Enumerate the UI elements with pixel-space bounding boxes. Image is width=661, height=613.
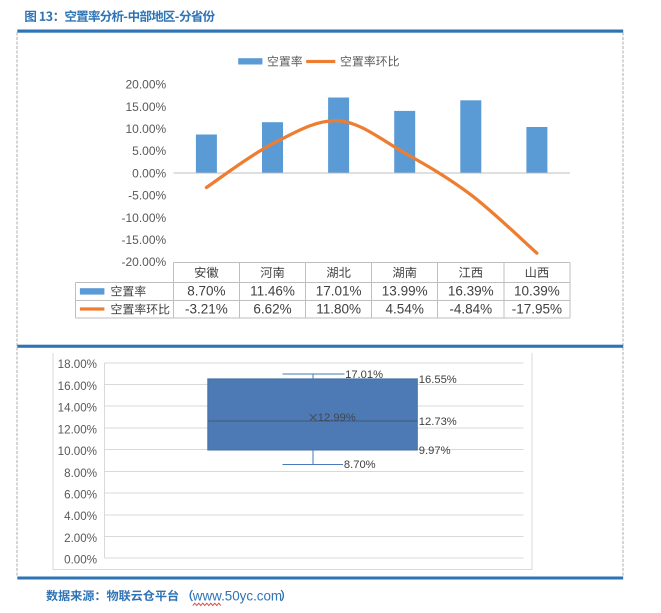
svg-text:5.00%: 5.00% [132,144,166,158]
svg-text:-4.84%: -4.84% [449,301,492,316]
svg-text:2.00%: 2.00% [64,532,97,545]
svg-text:4.00%: 4.00% [64,510,97,523]
svg-text:16.00%: 16.00% [58,380,97,393]
svg-text:-17.95%: -17.95% [512,301,562,316]
svg-text:-20.00%: -20.00% [121,255,166,269]
svg-text:9.97%: 9.97% [419,445,451,457]
svg-text:17.01%: 17.01% [345,369,383,381]
svg-text:14.00%: 14.00% [58,402,97,415]
svg-text:10.00%: 10.00% [125,122,166,136]
svg-text:10.39%: 10.39% [514,283,560,298]
svg-text:6.62%: 6.62% [253,301,291,316]
svg-text:11.80%: 11.80% [316,301,361,316]
svg-text:10.00%: 10.00% [58,445,97,458]
svg-text:6.00%: 6.00% [64,489,97,502]
svg-text:-3.21%: -3.21% [185,301,228,316]
svg-text:-10.00%: -10.00% [121,211,166,225]
svg-text:16.55%: 16.55% [419,374,457,386]
svg-text:8.70%: 8.70% [187,283,225,298]
svg-text:8.70%: 8.70% [344,459,376,471]
svg-text:www.50yc.com: www.50yc.com [192,588,282,603]
svg-text:15.00%: 15.00% [125,100,166,114]
svg-text:16.39%: 16.39% [448,283,494,298]
svg-text:20.00%: 20.00% [125,78,166,92]
svg-text:8.00%: 8.00% [64,467,97,480]
svg-text:4.54%: 4.54% [386,301,424,316]
svg-text:18.00%: 18.00% [58,358,97,371]
svg-text:-5.00%: -5.00% [128,189,166,203]
svg-text:0.00%: 0.00% [132,166,166,180]
svg-text:13.99%: 13.99% [382,283,428,298]
svg-text:11.46%: 11.46% [250,283,295,298]
svg-text:0.00%: 0.00% [64,554,97,567]
svg-text:12.73%: 12.73% [419,416,457,428]
svg-text:12.00%: 12.00% [58,423,97,436]
svg-text:17.01%: 17.01% [316,283,362,298]
svg-text:-15.00%: -15.00% [121,233,166,247]
svg-text:12.99%: 12.99% [318,412,356,424]
